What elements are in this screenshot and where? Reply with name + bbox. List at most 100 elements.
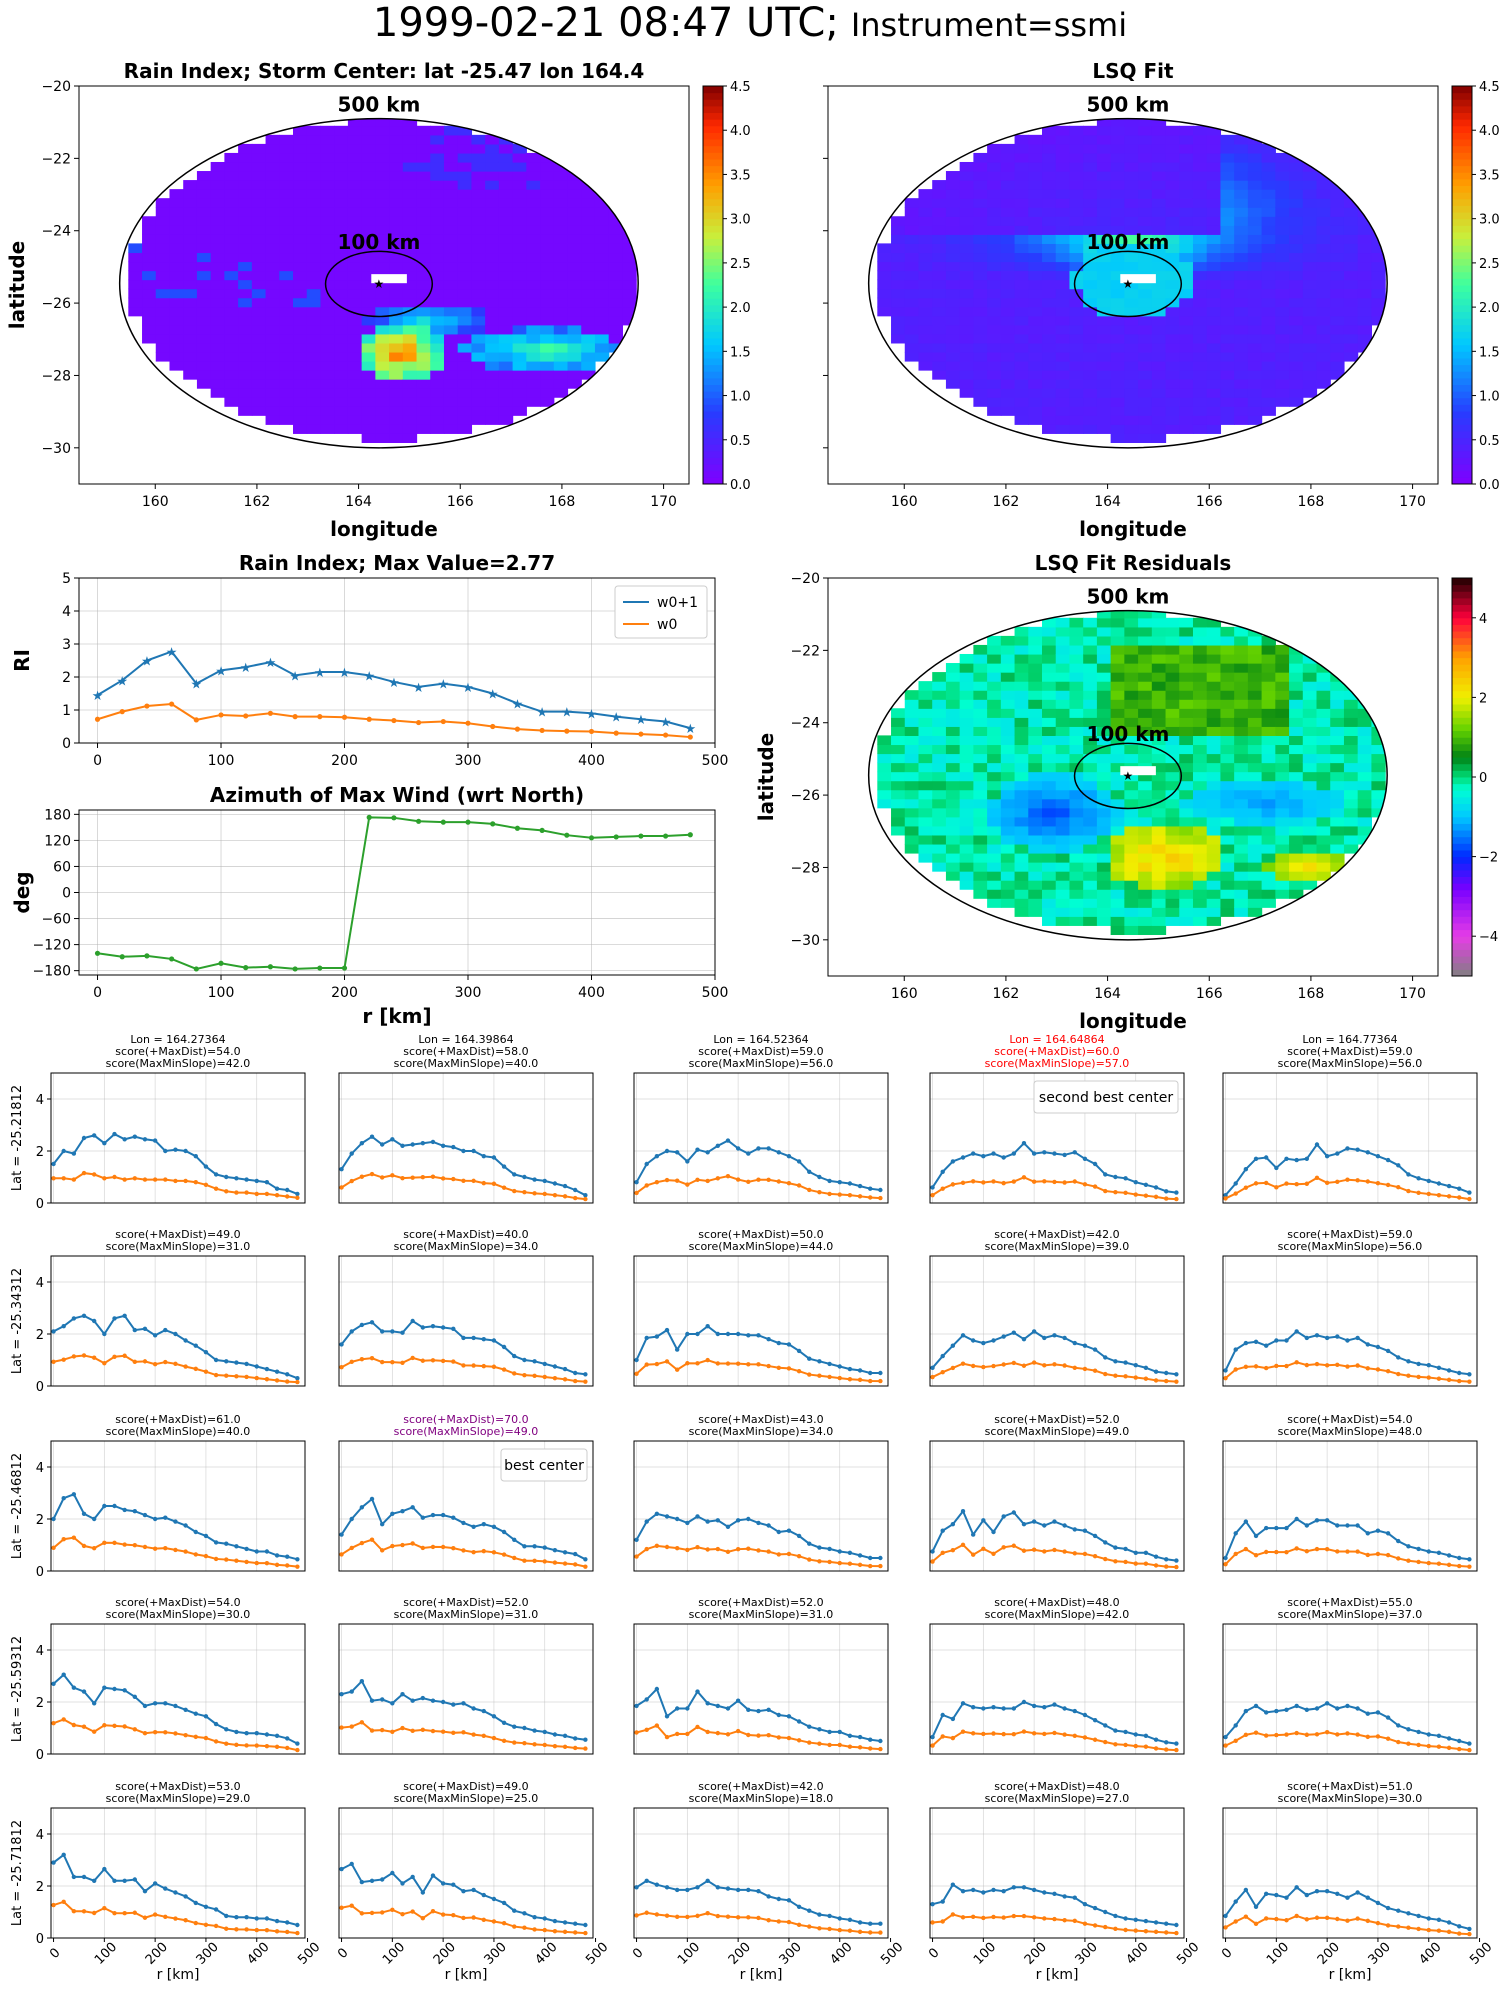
x-tick-label: 500 — [702, 753, 729, 769]
map-cell — [959, 252, 974, 263]
map-cell — [1302, 871, 1318, 881]
panel-data-point — [1263, 1733, 1269, 1738]
panel-data-point — [654, 1511, 660, 1517]
map-cell — [1055, 288, 1071, 299]
panel-data-point — [1467, 1747, 1472, 1753]
map-cell — [430, 406, 445, 416]
map-cell — [1206, 898, 1222, 908]
map-cell — [1220, 315, 1235, 326]
map-cell — [1275, 152, 1290, 163]
x-tick-label: 400 — [578, 753, 605, 769]
map-cell — [1330, 279, 1345, 290]
map-cell — [1124, 342, 1139, 353]
map-cell — [1275, 379, 1290, 389]
colorbar-segment — [1452, 331, 1472, 339]
map-cell — [1206, 889, 1222, 899]
map-cell — [1247, 780, 1263, 791]
panel-data-point — [654, 1334, 660, 1339]
panel-data-point — [1001, 1514, 1006, 1519]
map-cell — [1069, 798, 1084, 809]
map-cell — [361, 351, 376, 362]
map-cell — [1330, 834, 1345, 845]
map-cell — [471, 252, 486, 263]
panel-data-point — [132, 1694, 138, 1700]
panel-data-point — [674, 1516, 680, 1522]
map-cell — [334, 279, 349, 290]
candidate-panel-r1-c2: score(+MaxDist)=50.0score(MaxMinSlope)=4… — [633, 1228, 889, 1387]
panel-data-point — [142, 1359, 148, 1364]
panel-series-w0+1 — [931, 1700, 1177, 1745]
map-cell — [1138, 134, 1153, 145]
map-cell — [1220, 370, 1235, 380]
map-cell — [1110, 626, 1125, 637]
panel-data-point — [878, 1187, 883, 1193]
panel-series-w0+1 — [52, 1132, 298, 1195]
colorbar-tick-label: 1.5 — [1479, 345, 1500, 360]
map-cell — [1234, 315, 1249, 326]
map-cell — [224, 252, 239, 263]
panel-data-point — [1416, 1546, 1421, 1552]
colorbar-segment — [703, 178, 723, 186]
panel-data-point — [1355, 1363, 1360, 1368]
map-cell — [622, 252, 637, 263]
map-cell — [1316, 862, 1331, 872]
panel-data-point — [51, 1176, 56, 1181]
map-cell — [1055, 889, 1071, 899]
panel-data-point — [664, 1544, 670, 1550]
map-cell — [1192, 424, 1208, 434]
map-cell — [416, 125, 431, 136]
panel-data-point — [981, 1180, 986, 1185]
map-cell — [918, 708, 933, 718]
map-cell — [265, 143, 280, 154]
data-point — [539, 827, 545, 834]
map-cell — [959, 388, 974, 398]
map-cell — [1055, 406, 1071, 416]
map-cell — [1220, 171, 1235, 181]
panel-data-point — [837, 1742, 842, 1748]
panel-data-point — [451, 1545, 456, 1551]
panel-data-point — [1143, 1733, 1149, 1739]
map-cell — [1165, 780, 1180, 791]
map-cell — [375, 207, 390, 217]
map-cell — [485, 388, 500, 398]
map-cell — [1316, 726, 1331, 736]
map-cell — [904, 699, 920, 709]
panel-data-point — [274, 1918, 280, 1924]
map-cell — [1151, 907, 1167, 917]
map-cell — [1275, 789, 1290, 800]
data-point: ★ — [684, 722, 696, 737]
map-cell — [1289, 180, 1304, 190]
map-cell — [608, 279, 624, 290]
map-cell — [1151, 324, 1167, 335]
map-cell — [320, 234, 335, 244]
map-cell — [1151, 261, 1167, 272]
map-cell — [512, 351, 527, 362]
map-cell — [224, 315, 239, 326]
map-cell — [904, 234, 920, 244]
panel-data-point — [379, 1142, 385, 1147]
map-cell — [891, 306, 906, 317]
map-cell — [1357, 279, 1373, 290]
map-cell — [540, 270, 555, 281]
panel-data-point — [1446, 1194, 1452, 1199]
map-cell — [1000, 315, 1016, 326]
panel-data-point — [837, 1729, 842, 1735]
map-cell — [608, 297, 624, 308]
map-cell — [1275, 306, 1290, 317]
map-cell — [347, 342, 363, 353]
map-cell — [389, 342, 404, 353]
map-cell — [904, 717, 920, 727]
map-cell — [1069, 816, 1084, 827]
map-cell — [1124, 753, 1139, 764]
map-title: Rain Index; Storm Center: lat -25.47 lon… — [124, 59, 645, 83]
map-cell — [932, 771, 947, 782]
panel-data-point — [213, 1923, 219, 1929]
map-cell — [1234, 143, 1249, 154]
candidate-panel-r1-c4: score(+MaxDist)=59.0score(MaxMinSlope)=5… — [1222, 1228, 1478, 1387]
panel-data-point — [379, 1548, 385, 1553]
panel-data-point — [674, 1731, 680, 1737]
panel-series-w0+1 — [636, 1687, 881, 1742]
map-cell — [1220, 681, 1235, 691]
panel-data-point — [213, 1907, 219, 1912]
panel-title-line: score(MaxMinSlope)=40.0 — [394, 1057, 539, 1070]
